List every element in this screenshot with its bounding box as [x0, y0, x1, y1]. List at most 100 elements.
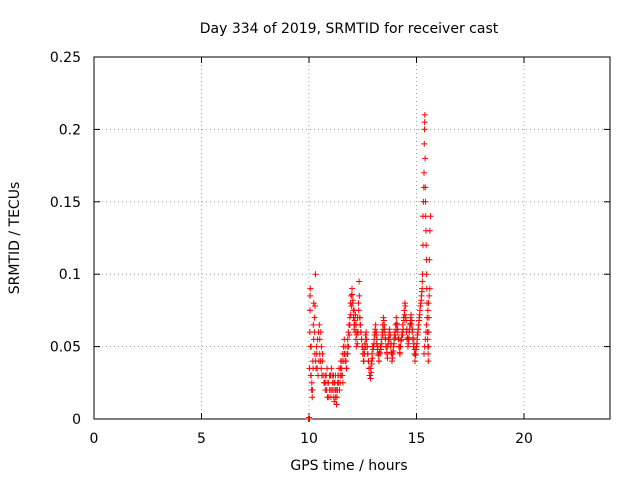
data-point [394, 326, 401, 333]
data-point [401, 311, 408, 318]
data-point [308, 372, 315, 379]
data-point [356, 314, 363, 321]
y-tick-label: 0.15 [50, 195, 81, 211]
data-point [307, 292, 314, 299]
data-point [345, 329, 352, 336]
data-point [418, 288, 425, 295]
data-point [348, 292, 355, 299]
data-point [397, 343, 404, 350]
data-point [419, 278, 426, 285]
data-point [366, 372, 373, 379]
data-point [354, 340, 361, 347]
data-point [365, 365, 372, 372]
data-point [307, 343, 314, 350]
x-tick-label: 20 [515, 431, 533, 447]
data-point [344, 350, 351, 357]
y-tick-label: 0.1 [59, 267, 81, 283]
data-point [353, 343, 360, 350]
data-point [356, 292, 363, 299]
x-tick-label: 15 [408, 431, 426, 447]
data-point [362, 332, 369, 339]
data-point [349, 285, 355, 292]
x-tick-label: 0 [90, 431, 99, 447]
data-point [403, 317, 410, 324]
data-point [417, 303, 424, 310]
data-point [408, 317, 415, 324]
axis-ticks [93, 56, 610, 420]
data-point [308, 379, 315, 386]
data-point [339, 379, 346, 386]
data-point [395, 334, 402, 341]
data-point [425, 300, 432, 307]
chart-title: Day 334 of 2019, SRMTID for receiver cas… [200, 21, 499, 37]
x-tick-label: 5 [197, 431, 206, 447]
data-point [410, 334, 417, 341]
data-point [386, 326, 393, 333]
data-point [424, 314, 431, 321]
data-point [421, 350, 428, 357]
data-point [422, 155, 429, 162]
data-point [309, 394, 316, 401]
data-point [375, 352, 382, 359]
data-point [337, 365, 344, 372]
data-point [318, 343, 325, 350]
data-point [358, 336, 365, 343]
data-point [390, 347, 397, 354]
data-point [426, 285, 433, 292]
data-points [305, 111, 434, 422]
data-point [349, 297, 356, 304]
data-point [422, 198, 429, 205]
data-point [353, 332, 360, 339]
data-point [416, 311, 423, 318]
data-point [319, 350, 326, 357]
data-point [422, 184, 429, 191]
data-point [424, 307, 431, 314]
data-point [388, 349, 395, 356]
data-point [380, 317, 387, 324]
data-point [378, 340, 385, 347]
data-point [393, 320, 400, 327]
data-point [369, 355, 376, 362]
y-tick-label: 0 [72, 412, 81, 428]
data-point [389, 355, 396, 362]
data-point [364, 343, 371, 350]
data-point [427, 213, 434, 220]
data-point [396, 349, 403, 356]
data-point [399, 332, 406, 339]
data-point [355, 300, 362, 307]
data-point [338, 372, 345, 379]
x-tick-label: 10 [300, 431, 318, 447]
data-point [309, 387, 316, 394]
data-point [409, 326, 416, 333]
data-point [332, 394, 339, 401]
plot-frame [93, 56, 611, 420]
data-point [372, 326, 379, 333]
tick-labels: 0 5 10 15 20 0 0.05 0.1 0.15 0.2 0.25 [50, 50, 533, 447]
data-point [357, 329, 364, 336]
data-point [343, 365, 350, 372]
data-point [342, 358, 349, 365]
data-point [402, 303, 409, 310]
data-point [311, 314, 318, 321]
data-point [351, 317, 358, 324]
data-point [421, 111, 428, 118]
y-tick-label: 0.05 [50, 340, 81, 356]
data-point [423, 321, 430, 328]
data-point [426, 227, 433, 234]
data-point [421, 140, 428, 147]
data-point [416, 317, 423, 324]
data-point [345, 343, 352, 350]
grid-lines [94, 57, 610, 419]
data-point [310, 300, 317, 307]
data-point [310, 321, 317, 328]
data-point [367, 375, 374, 382]
y-tick-label: 0.25 [50, 50, 81, 66]
data-point [373, 332, 380, 339]
data-point [423, 242, 430, 249]
data-point [361, 346, 368, 353]
data-point [306, 416, 313, 422]
data-point [363, 336, 370, 343]
data-point [312, 303, 319, 310]
y-tick-label: 0.2 [59, 122, 81, 138]
